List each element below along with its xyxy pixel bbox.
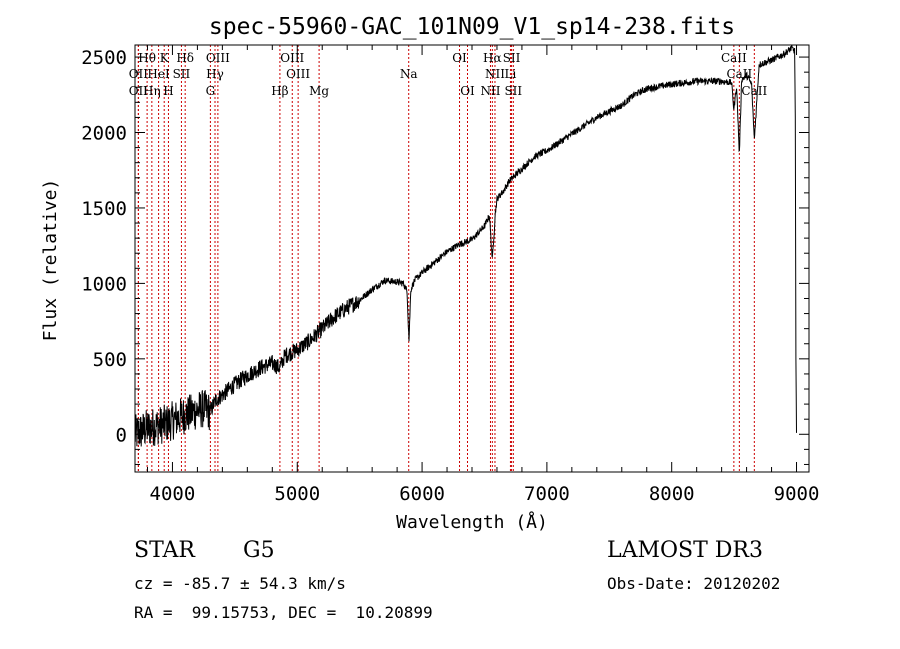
x-tick-label: 5000 <box>274 483 320 505</box>
y-tick-label: 2000 <box>81 123 127 145</box>
line-marker-label: SII <box>173 67 191 81</box>
line-marker-label: SII <box>503 51 521 65</box>
y-tick-label: 1000 <box>81 273 127 295</box>
line-marker-label: HeI <box>147 67 170 81</box>
x-tick-label: 6000 <box>399 483 445 505</box>
y-axis-label: Flux (relative) <box>40 179 61 342</box>
plot-frame <box>134 44 810 473</box>
y-tick-label: 0 <box>116 424 127 446</box>
line-marker-label: Li <box>505 67 517 81</box>
line-marker-label: Hβ <box>271 84 288 98</box>
line-marker-label: K <box>160 51 170 65</box>
line-marker-label: NII <box>485 67 505 81</box>
chart-title: spec-55960-GAC_101N09_V1_sp14-238.fits <box>209 14 735 40</box>
line-marker-label: OI <box>452 51 467 65</box>
line-marker-label: NII <box>480 84 500 98</box>
y-tick-label: 2500 <box>81 47 127 69</box>
line-marker-label: CaII <box>721 51 747 65</box>
spectrum-line <box>134 44 797 447</box>
obs-date-text: Obs-Date: 20120202 <box>607 574 781 593</box>
line-marker-label: Hδ <box>176 51 194 65</box>
object-subclass: G5 <box>243 538 275 563</box>
line-marker-label: CaII <box>726 67 752 81</box>
x-tick-label: 4000 <box>150 483 196 505</box>
y-axis: 0 500 1000 1500 2000 2500 <box>81 47 809 465</box>
line-marker-label: G <box>206 84 216 98</box>
x-axis: 4000 5000 6000 7000 8000 9000 <box>146 45 820 505</box>
y-tick-label: 1500 <box>81 198 127 220</box>
line-marker-label: H <box>163 84 173 98</box>
line-marker-label: Na <box>400 67 418 81</box>
redshift-text: cz = -85.7 ± 54.3 km/s <box>134 574 346 593</box>
line-marker-label: Hη <box>143 84 161 98</box>
line-marker-label: OII <box>129 84 149 98</box>
line-marker-label: OIII <box>206 51 230 65</box>
line-marker-label: OI <box>460 84 475 98</box>
line-marker-group <box>137 45 755 472</box>
line-marker-label: OII <box>129 67 149 81</box>
x-tick-label: 7000 <box>524 483 570 505</box>
line-marker-label: OIII <box>280 51 304 65</box>
line-marker-label: OIII <box>286 67 310 81</box>
survey-name: LAMOST DR3 <box>607 538 763 563</box>
coordinates-text: RA = 99.15753, DEC = 10.20899 <box>134 603 433 622</box>
line-marker-label: SII <box>504 84 522 98</box>
x-tick-label: 9000 <box>774 483 820 505</box>
object-class: STAR <box>134 538 195 563</box>
line-marker-label: Hα <box>483 51 502 65</box>
x-axis-label: Wavelength (Å) <box>396 511 548 533</box>
line-marker-label: Hθ <box>138 51 156 65</box>
line-marker-label: Hγ <box>206 67 224 81</box>
series-group <box>134 44 797 447</box>
x-tick-label: 8000 <box>649 483 695 505</box>
line-marker-label: CaII <box>741 84 767 98</box>
line-marker-label: Mg <box>309 84 329 98</box>
y-tick-label: 500 <box>93 349 127 371</box>
